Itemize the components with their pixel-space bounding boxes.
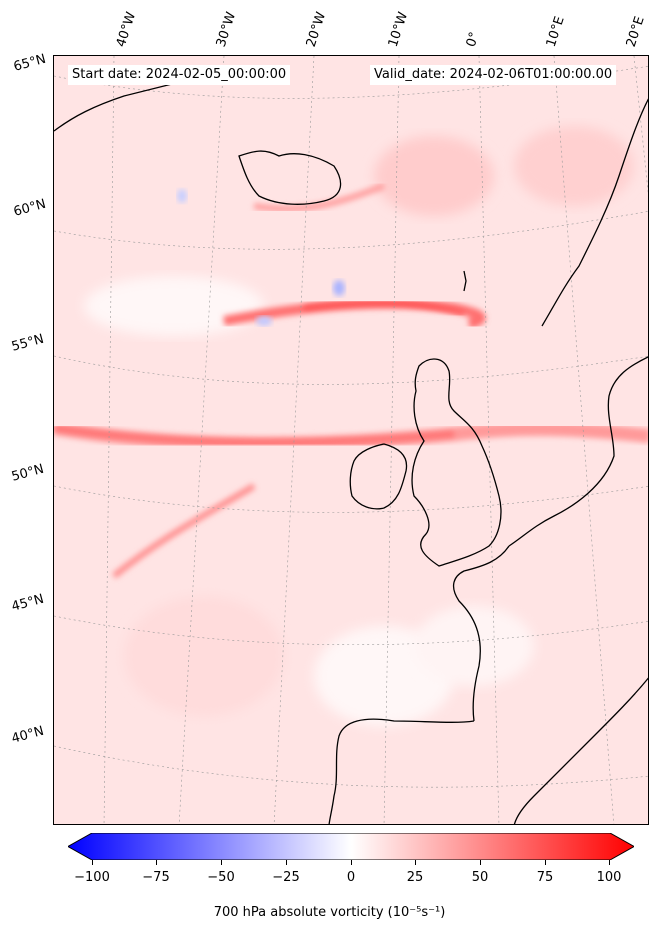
cb-tick-label: −25 [272,870,300,885]
coastlines [54,80,648,824]
lon-label-30w: 30°W [213,10,240,49]
cb-tickmark [480,860,481,865]
cb-tickmark [545,860,546,865]
cb-tick-label: 75 [536,870,554,885]
lon-label-0: 0° [463,30,483,49]
lon-label-20e: 20°E [623,14,648,50]
lon-label-40w: 40°W [113,10,140,49]
cb-tickmark [92,860,93,865]
cb-tick-label: 100 [596,870,622,885]
colorbar [68,833,634,860]
start-date-label: Start date: 2024-02-05_00:00:00 [68,65,291,85]
cb-tickmark [156,860,157,865]
lon-label-20w: 20°W [303,10,330,49]
cb-tickmark [221,860,222,865]
colorbar-label: 700 hPa absolute vorticity (10⁻⁵s⁻¹) [213,905,446,920]
lat-label-45n: 45°N [10,591,46,615]
cb-tick-label: 25 [406,870,424,885]
lat-label-50n: 50°N [10,461,46,485]
cb-tickmark [415,860,416,865]
lat-label-65n: 65°N [12,51,48,75]
valid-date-label: Valid_date: 2024-02-06T01:00:00.00 [370,65,617,85]
lon-label-10e: 10°E [543,14,568,50]
cb-tick-label: −75 [142,870,170,885]
cb-tick-label: 0 [346,870,356,885]
cb-tickmark [609,860,610,865]
cb-tickmark [286,860,287,865]
lon-label-10w: 10°W [385,10,412,49]
cb-tick-label: −50 [207,870,235,885]
cb-tick-label: 50 [471,870,489,885]
cb-tick-label: −100 [74,870,110,885]
map-panel [53,55,649,825]
lat-label-55n: 55°N [10,331,46,355]
lat-label-60n: 60°N [12,196,48,220]
vorticity-map [54,56,648,824]
cb-tickmark [351,860,352,865]
vorticity-field [54,56,648,824]
lat-label-40n: 40°N [10,723,46,747]
